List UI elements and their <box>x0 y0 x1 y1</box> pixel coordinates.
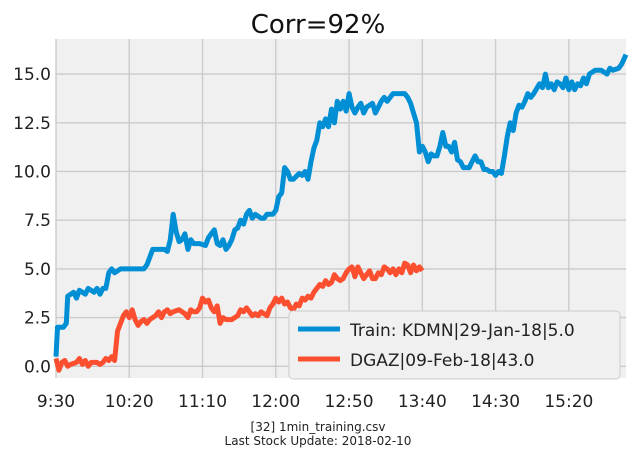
y-tick-label: 10.0 <box>13 162 51 182</box>
series-line-train <box>53 53 629 357</box>
legend-box <box>288 310 621 380</box>
y-tick-label: 12.5 <box>13 114 51 134</box>
series-lines <box>53 53 629 373</box>
caption-filename: [32] 1min_training.csv <box>250 420 386 434</box>
y-tick-label: 2.5 <box>24 309 51 329</box>
chart-svg: 9:30 10:20 11:10 12:00 12:50 13:40 14:30 15:20 0… <box>13 10 629 412</box>
y-tick-label: 5.0 <box>24 260 51 280</box>
x-tick-label: 12:00 <box>251 392 300 412</box>
y-tick-label: 15.0 <box>13 65 51 85</box>
legend-label-dgaz: DGAZ|09-Feb-18|43.0 <box>350 351 534 371</box>
caption: [32] 1min_training.csv Last Stock Update… <box>0 420 636 448</box>
series-line-dgaz <box>53 260 425 373</box>
legend-label-train: Train: KDMN|29-Jan-18|5.0 <box>349 321 575 341</box>
chart-title: Corr=92% <box>251 10 386 40</box>
y-tick-label: 7.5 <box>24 211 51 231</box>
x-tick-label: 12:50 <box>325 392 374 412</box>
x-tick-label: 15:20 <box>544 392 593 412</box>
tick-labels: 9:30 10:20 11:10 12:00 12:50 13:40 14:30 15:20 0… <box>13 65 593 412</box>
legend: Train: KDMN|29-Jan-18|5.0 DGAZ|09-Feb-18… <box>288 310 621 380</box>
x-tick-label: 13:40 <box>398 392 447 412</box>
x-tick-label: 11:10 <box>178 392 227 412</box>
caption-last-update: Last Stock Update: 2018-02-10 <box>224 434 412 448</box>
x-tick-label: 14:30 <box>471 392 520 412</box>
x-tick-label: 10:20 <box>105 392 154 412</box>
y-tick-label: 0.0 <box>24 357 51 377</box>
x-tick-label: 9:30 <box>37 392 75 412</box>
